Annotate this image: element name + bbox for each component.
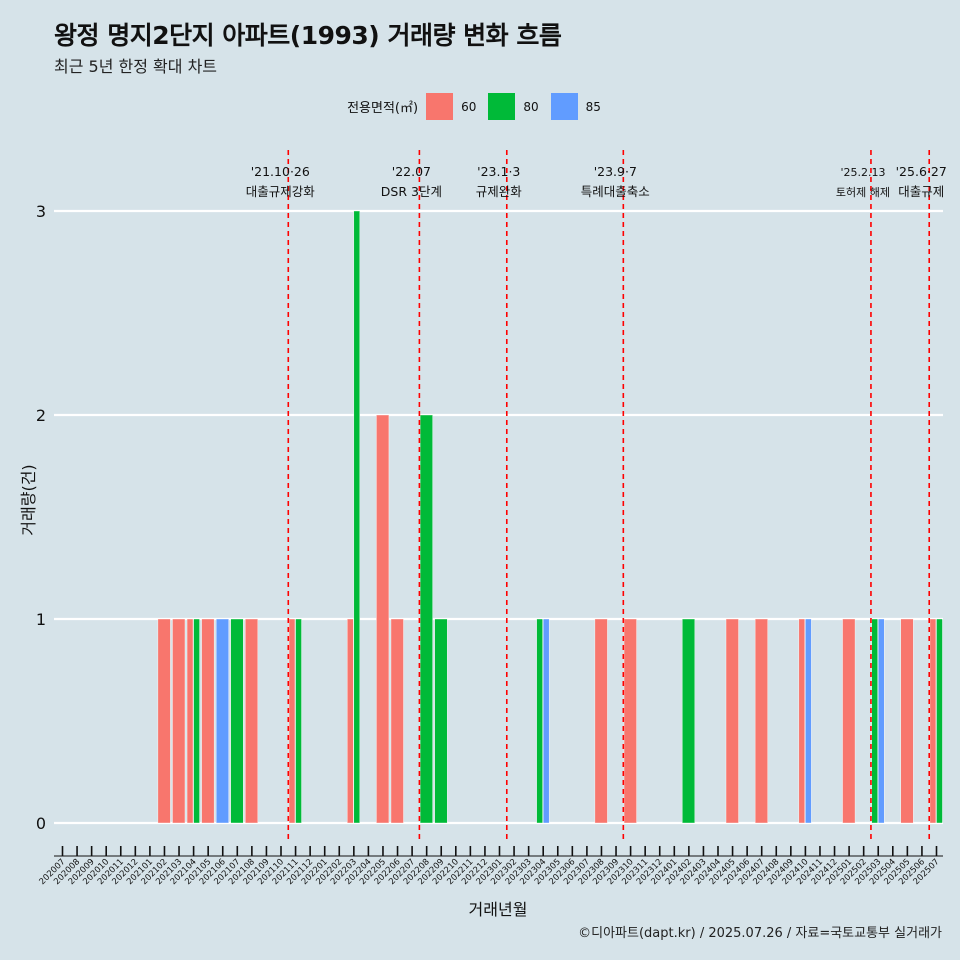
event-label: 특례대출축소 xyxy=(581,184,650,199)
bar-60-202405 xyxy=(725,618,739,824)
legend-item-80: 80 xyxy=(488,93,539,120)
bar-60-202205 xyxy=(376,414,390,824)
legend-swatch-60 xyxy=(426,93,454,120)
bar-85-202304 xyxy=(543,618,550,824)
bar-60-202507 xyxy=(929,618,937,824)
bar-80-202209 xyxy=(434,618,448,824)
legend-swatch-85 xyxy=(550,93,578,120)
bar-85-202503 xyxy=(878,618,885,824)
bar-85-202410 xyxy=(805,618,812,824)
legend-label-60: 60 xyxy=(461,99,477,114)
event-label: 토허제 해제 xyxy=(836,185,890,199)
legend-title: 전용면적(㎡) xyxy=(347,101,419,116)
event-label: 대출규제강화 xyxy=(246,184,316,199)
bar-60-202111 xyxy=(288,618,296,824)
bar-60-202505 xyxy=(900,618,914,824)
legend-item-60: 60 xyxy=(426,93,476,120)
bar-80-202104 xyxy=(193,618,200,824)
legend: 전용면적(㎡) 60 80 85 xyxy=(0,93,960,120)
bar-80-202507 xyxy=(936,618,943,824)
event-date-label: '23.9·7 xyxy=(594,164,637,179)
bar-60-202407 xyxy=(754,618,768,824)
event-date-label: '25.2.13 xyxy=(840,166,885,179)
bar-60-202104 xyxy=(186,618,194,824)
bar-80-202503 xyxy=(871,618,878,824)
event-label: DSR 3단계 xyxy=(381,184,442,199)
bar-80-202203 xyxy=(353,210,360,824)
event-date-label: '22.07 xyxy=(392,164,431,179)
legend-label-85: 85 xyxy=(585,99,601,114)
bar-60-202308 xyxy=(594,618,608,824)
bar-80-202111 xyxy=(295,618,302,824)
bar-60-202203 xyxy=(347,618,354,824)
x-axis-title: 거래년월 xyxy=(469,900,528,919)
caption: ©디아파트(dapt.kr) / 2025.07.26 / 자료=국토교통부 실… xyxy=(578,926,942,941)
bar-85-202106 xyxy=(215,618,229,824)
bar-80-202304 xyxy=(536,618,543,824)
bar-60-202108 xyxy=(245,618,259,824)
legend-label-80: 80 xyxy=(523,99,539,114)
event-date-label: '23.1·3 xyxy=(477,164,520,179)
bar-60-202410 xyxy=(798,618,805,824)
bar-80-202107 xyxy=(230,618,244,824)
bar-60-202103 xyxy=(172,618,186,824)
bar-60-202501 xyxy=(842,618,856,824)
y-tick-label: 2 xyxy=(36,406,46,425)
bar-60-202310 xyxy=(623,618,637,824)
event-date-label: '21.10·26 xyxy=(251,164,310,179)
bar-60-202102 xyxy=(157,618,171,824)
chart-subtitle: 최근 5년 한정 확대 차트 xyxy=(54,57,218,76)
event-date-label: '25.6·27 xyxy=(896,164,947,179)
bar-60-202105 xyxy=(201,618,215,824)
event-label: 대출규제 xyxy=(898,184,944,199)
bar-80-202402 xyxy=(682,618,696,824)
legend-swatch-80 xyxy=(488,93,516,120)
y-tick-label: 0 xyxy=(36,814,46,833)
event-label: 규제완화 xyxy=(476,184,523,199)
chart-title: 왕정 명지2단지 아파트(1993) 거래량 변화 흐름 xyxy=(54,21,562,50)
y-axis-title: 거래량(건) xyxy=(19,464,38,535)
legend-item-85: 85 xyxy=(550,93,601,120)
y-tick-label: 1 xyxy=(36,610,46,629)
y-tick-label: 3 xyxy=(36,202,46,221)
bar-60-202206 xyxy=(390,618,404,824)
bar-80-202208 xyxy=(419,414,433,824)
